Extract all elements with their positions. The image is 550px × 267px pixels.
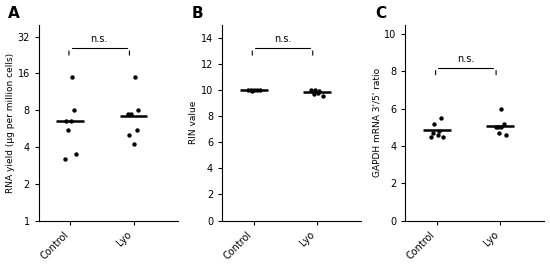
- Point: [438, 135, 447, 139]
- Point: [133, 128, 142, 132]
- Text: n.s.: n.s.: [91, 34, 108, 44]
- Point: [134, 108, 142, 112]
- Point: [309, 92, 318, 96]
- Point: [315, 89, 324, 93]
- Text: n.s.: n.s.: [457, 54, 475, 64]
- Text: C: C: [375, 6, 386, 21]
- Text: B: B: [191, 6, 203, 21]
- Point: [123, 111, 132, 116]
- Point: [428, 131, 437, 135]
- Point: [502, 133, 510, 137]
- Point: [436, 116, 445, 120]
- Point: [63, 128, 72, 132]
- Point: [250, 88, 258, 92]
- Point: [67, 119, 75, 123]
- Point: [67, 74, 76, 79]
- Text: A: A: [8, 6, 20, 21]
- Point: [318, 94, 327, 99]
- Point: [70, 108, 79, 112]
- Point: [62, 119, 70, 123]
- Point: [491, 125, 500, 129]
- Point: [311, 88, 320, 92]
- Point: [313, 91, 322, 95]
- Point: [434, 129, 443, 133]
- Point: [497, 125, 505, 129]
- Point: [72, 152, 80, 156]
- Point: [125, 133, 134, 137]
- Point: [248, 89, 257, 93]
- Point: [430, 121, 439, 126]
- Point: [130, 142, 139, 147]
- Point: [499, 121, 508, 126]
- Point: [244, 88, 252, 92]
- Point: [247, 88, 256, 92]
- Text: n.s.: n.s.: [274, 34, 291, 44]
- Point: [256, 88, 265, 92]
- Point: [307, 88, 316, 92]
- Point: [126, 111, 135, 116]
- Point: [497, 107, 505, 111]
- Point: [493, 125, 502, 129]
- Point: [494, 131, 503, 135]
- Point: [253, 88, 262, 92]
- Point: [427, 135, 436, 139]
- Y-axis label: GAPDH mRNA 3'/5' ratio: GAPDH mRNA 3'/5' ratio: [372, 68, 381, 177]
- Point: [60, 157, 69, 161]
- Y-axis label: RIN value: RIN value: [189, 101, 198, 144]
- Point: [433, 133, 442, 137]
- Point: [131, 74, 140, 79]
- Y-axis label: RNA yield (μg per million cells): RNA yield (μg per million cells): [6, 53, 14, 193]
